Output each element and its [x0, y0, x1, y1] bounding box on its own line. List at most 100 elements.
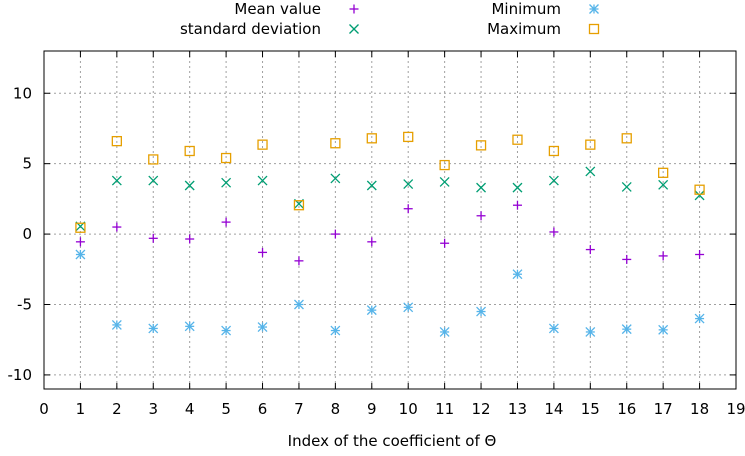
x-tick-label: 14	[544, 400, 563, 418]
data-point	[694, 184, 705, 195]
grid	[44, 51, 736, 389]
data-point	[621, 133, 632, 144]
y-tick-label: -10	[8, 366, 33, 384]
data-point	[439, 177, 450, 187]
legend-label: Maximum	[487, 20, 561, 38]
data-point	[75, 222, 86, 233]
data-point	[694, 190, 705, 201]
data-point	[257, 322, 268, 332]
data-point	[185, 234, 195, 244]
x-tick-label: 15	[581, 400, 600, 418]
x-tick-label: 13	[508, 400, 527, 418]
data-point	[658, 251, 668, 261]
data-point	[622, 254, 632, 264]
legend-label: Mean value	[234, 0, 321, 18]
data-point	[585, 245, 595, 255]
data-point	[221, 325, 232, 336]
x-tick-label: 7	[294, 400, 304, 418]
x-tick-label: 17	[654, 400, 673, 418]
data-point	[403, 204, 413, 214]
x-tick-label: 1	[76, 400, 86, 418]
y-tick-label: -5	[17, 296, 32, 314]
data-point	[293, 299, 304, 310]
data-point	[548, 323, 559, 334]
data-point	[440, 238, 450, 248]
data-point	[512, 200, 522, 210]
x-tick-label: 5	[221, 400, 231, 418]
data-point	[330, 173, 341, 184]
x-tick-label: 10	[399, 400, 418, 418]
x-tick-label: 12	[472, 400, 491, 418]
data-point	[403, 302, 414, 313]
data-point	[111, 319, 122, 330]
data-point	[403, 179, 414, 190]
data-point	[221, 217, 231, 227]
data-point	[75, 237, 85, 247]
x-tick-label: 4	[185, 400, 195, 418]
x-tick-label: 0	[39, 400, 49, 418]
data-point	[585, 166, 596, 177]
x-tick-label: 2	[112, 400, 122, 418]
data-point	[476, 182, 487, 193]
x-tick-label: 8	[331, 400, 341, 418]
legend-marker	[588, 23, 600, 35]
data-point	[476, 211, 486, 221]
data-point	[621, 324, 632, 335]
legend-marker	[589, 4, 599, 14]
data-point	[439, 327, 450, 337]
data-point	[257, 175, 268, 186]
data-point	[512, 134, 523, 145]
data-point	[367, 237, 377, 247]
x-tick-label: 19	[726, 400, 745, 418]
data-point	[111, 175, 122, 186]
data-point	[694, 313, 705, 324]
data-point	[111, 135, 122, 147]
data-point	[221, 177, 232, 188]
data-point	[512, 182, 523, 193]
data-point	[548, 175, 559, 186]
legend: Mean value standard deviation Minimum Maxim…	[180, 0, 600, 38]
data-point	[585, 327, 596, 337]
data-points	[75, 131, 705, 337]
data-point	[112, 222, 122, 232]
data-point	[658, 167, 669, 178]
data-point	[184, 321, 195, 332]
legend-label: Minimum	[491, 0, 561, 18]
y-tick-label: 0	[22, 225, 32, 243]
data-point	[330, 325, 341, 336]
x-tick-label: 3	[148, 400, 158, 418]
data-point	[695, 250, 705, 260]
data-point	[330, 138, 341, 149]
data-point	[548, 145, 560, 157]
data-point	[403, 131, 414, 143]
legend-marker	[349, 24, 359, 34]
x-tick-label: 18	[690, 400, 709, 418]
data-point	[148, 175, 159, 186]
data-point	[366, 305, 377, 316]
x-tick-label: 16	[617, 400, 636, 418]
x-axis-label: Index of the coefficient of Θ	[288, 432, 497, 450]
y-tick-label: 5	[22, 155, 32, 173]
plot-frame	[43, 50, 737, 390]
data-point	[585, 139, 596, 150]
data-point	[658, 179, 669, 190]
data-point	[184, 180, 195, 191]
data-point	[148, 233, 158, 243]
data-point	[258, 247, 268, 257]
data-point	[294, 256, 304, 266]
data-point	[366, 180, 377, 191]
data-point	[475, 140, 487, 151]
x-axis-ticks: 0 1 2 3 4 5 6 7 8 9 10 11 12 13 14 15 16 17 18 19	[39, 51, 745, 418]
data-point	[184, 145, 195, 157]
data-point	[257, 139, 268, 150]
data-point	[621, 181, 632, 192]
data-point	[148, 154, 159, 165]
x-tick-label: 6	[258, 400, 268, 418]
data-point	[75, 249, 86, 260]
data-point	[549, 227, 559, 237]
data-point	[220, 152, 232, 164]
y-axis-ticks: -10 -5 0 5 10	[8, 84, 736, 384]
x-tick-label: 9	[367, 400, 377, 418]
x-tick-label: 11	[435, 400, 454, 418]
